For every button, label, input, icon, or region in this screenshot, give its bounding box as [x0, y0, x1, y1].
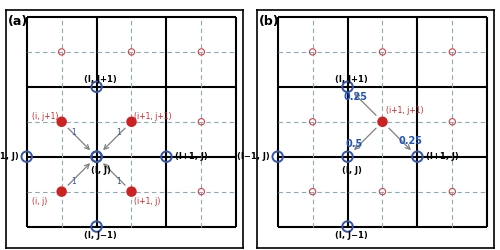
Text: (i+1, j+1): (i+1, j+1): [134, 112, 172, 121]
Text: (I, J+1): (I, J+1): [84, 75, 117, 84]
Text: 1: 1: [116, 128, 121, 137]
Text: (i, j+1): (i, j+1): [32, 112, 58, 121]
Text: (I, J−1): (I, J−1): [336, 231, 368, 240]
Circle shape: [57, 117, 66, 126]
Text: (b): (b): [259, 15, 280, 28]
Text: 0.5: 0.5: [346, 139, 363, 149]
Text: (I+1, J): (I+1, J): [175, 152, 208, 161]
Text: 1: 1: [71, 177, 76, 186]
Circle shape: [57, 187, 66, 196]
Text: (I, J): (I, J): [342, 166, 361, 175]
Text: 1: 1: [71, 128, 76, 137]
Text: (i, j): (i, j): [32, 197, 48, 206]
Text: 0.25: 0.25: [398, 136, 422, 146]
Text: (a): (a): [8, 15, 28, 28]
Text: (i+1, j+1): (i+1, j+1): [386, 106, 424, 115]
Text: (i+1, j): (i+1, j): [134, 197, 160, 206]
Text: (I−1, J): (I−1, J): [236, 152, 270, 161]
Circle shape: [127, 117, 136, 126]
Text: 0.25: 0.25: [344, 92, 368, 102]
Text: (I−1, J): (I−1, J): [0, 152, 18, 161]
Text: (I+1, J): (I+1, J): [426, 152, 458, 161]
Circle shape: [127, 187, 136, 196]
Text: (I, J−1): (I, J−1): [84, 231, 117, 240]
Text: (I, J): (I, J): [91, 166, 110, 175]
Text: (I, J+1): (I, J+1): [336, 75, 368, 84]
Circle shape: [378, 117, 387, 126]
Text: 1: 1: [116, 177, 121, 186]
